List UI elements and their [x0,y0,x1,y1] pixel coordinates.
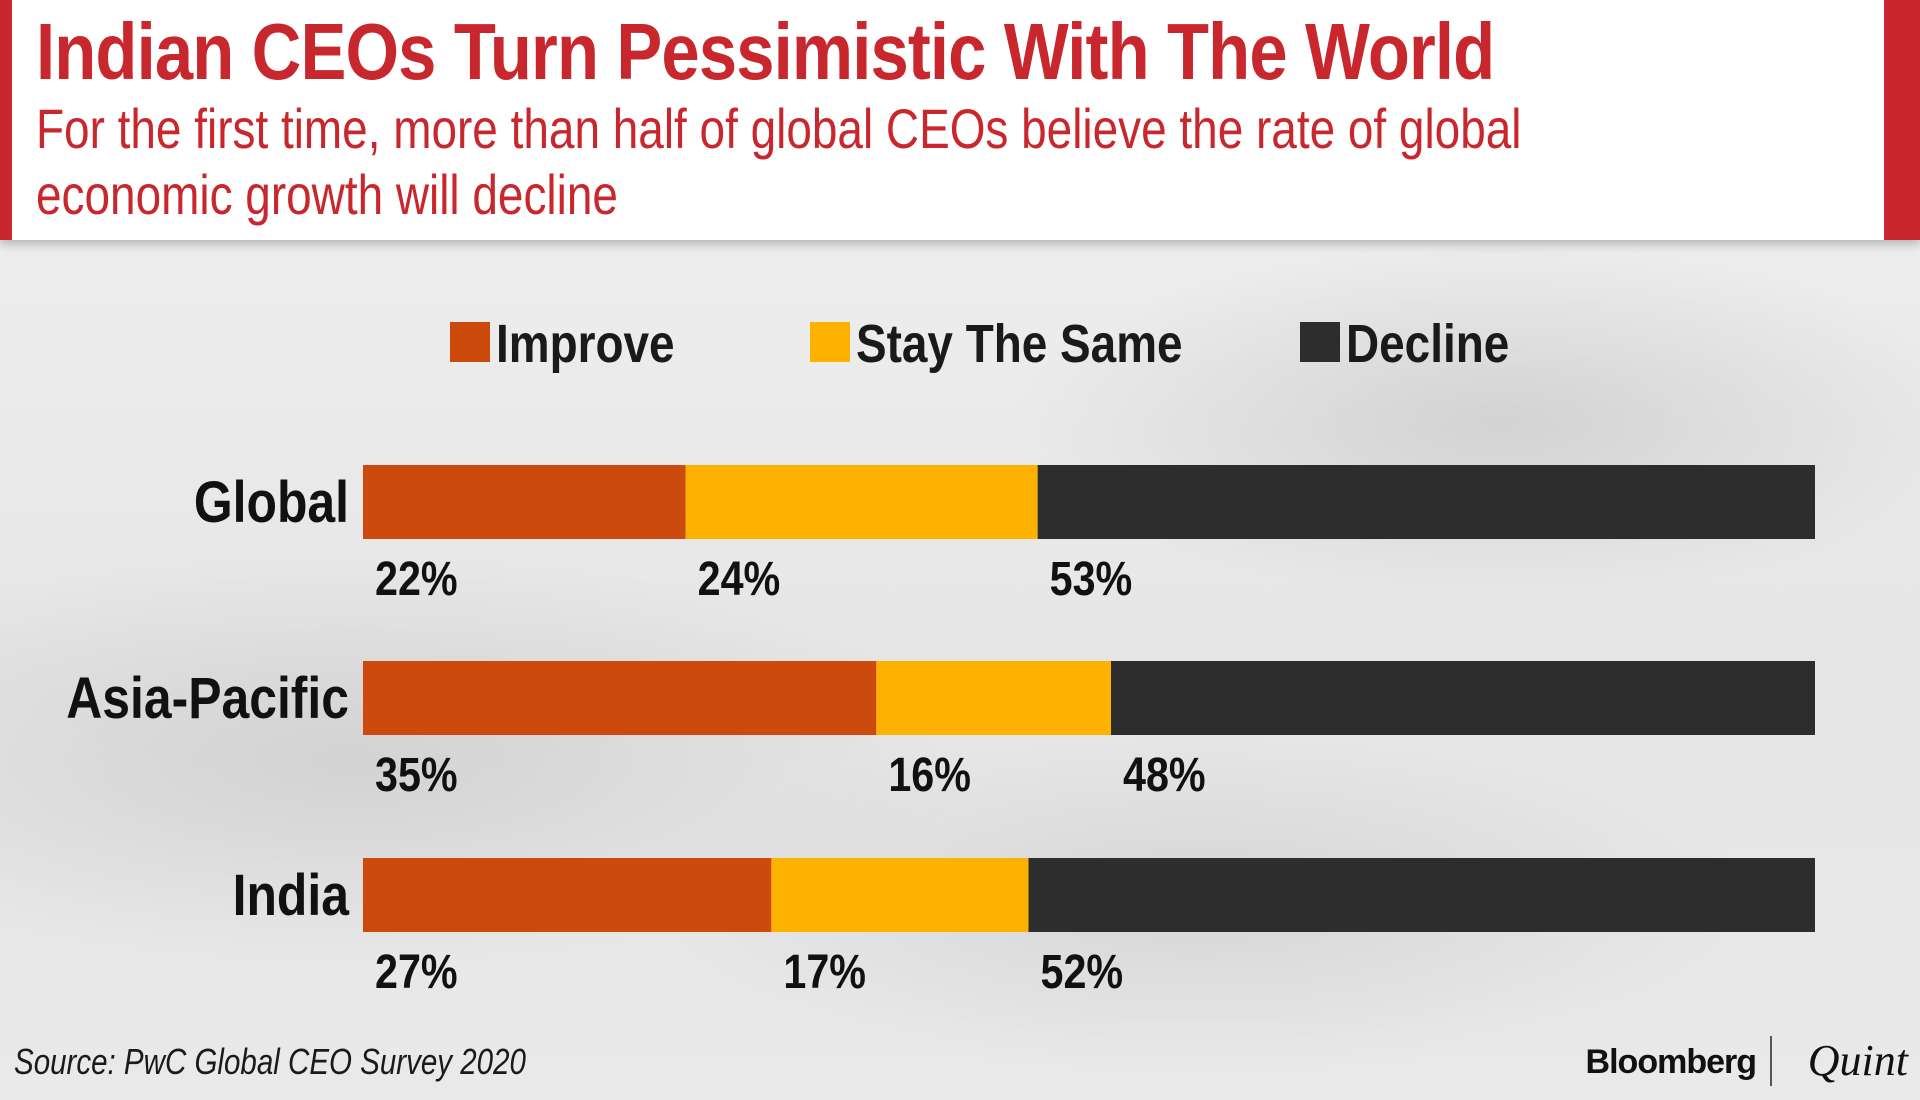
data-label-global-improve: 22% [375,552,458,606]
legend-label-improve: Improve [496,314,675,374]
legend-label-decline: Decline [1346,314,1510,374]
bar-asia-pacific-decline [1111,661,1815,735]
data-label-asia-pacific-decline: 48% [1123,748,1206,802]
brand-quint: Quint [1807,1036,1908,1085]
data-label-india-improve: 27% [375,945,458,999]
header-panel: Indian CEOs Turn Pessimistic With The Wo… [0,0,1920,240]
bar-india-decline [1028,858,1815,932]
category-label-india: India [233,864,350,928]
chart-title: Indian CEOs Turn Pessimistic With The Wo… [36,7,1495,96]
bar-asia-pacific-improve [363,661,877,735]
brand-bloomberg: Bloomberg [1585,1043,1757,1081]
legend-swatch-same [810,322,850,362]
bar-india-same [771,858,1029,932]
brand-separator [1770,1036,1772,1086]
legend-label-same: Stay The Same [856,314,1183,374]
data-label-asia-pacific-improve: 35% [375,748,458,802]
bar-india-improve [363,858,772,932]
legend-swatch-decline [1300,322,1340,362]
bar-global-improve [363,465,686,539]
bar-global-same [685,465,1038,539]
chart-subtitle: For the first time, more than half of gl… [36,97,1522,226]
data-label-india-same: 17% [783,945,866,999]
data-label-global-decline: 53% [1050,552,1133,606]
header-accent-right [1884,0,1920,240]
bar-global-decline [1037,465,1815,539]
category-label-asia-pacific: Asia-Pacific [66,667,349,731]
legend-swatch-improve [450,322,490,362]
category-label-global: Global [194,471,349,535]
header-accent-left [0,0,12,240]
data-label-india-decline: 52% [1041,945,1124,999]
data-label-asia-pacific-same: 16% [888,748,971,802]
source-note: Source: PwC Global CEO Survey 2020 [14,1041,526,1082]
bar-asia-pacific-same [876,661,1111,735]
brand-logo: Bloomberg Quint [1585,1036,1908,1086]
data-label-global-same: 24% [698,552,781,606]
